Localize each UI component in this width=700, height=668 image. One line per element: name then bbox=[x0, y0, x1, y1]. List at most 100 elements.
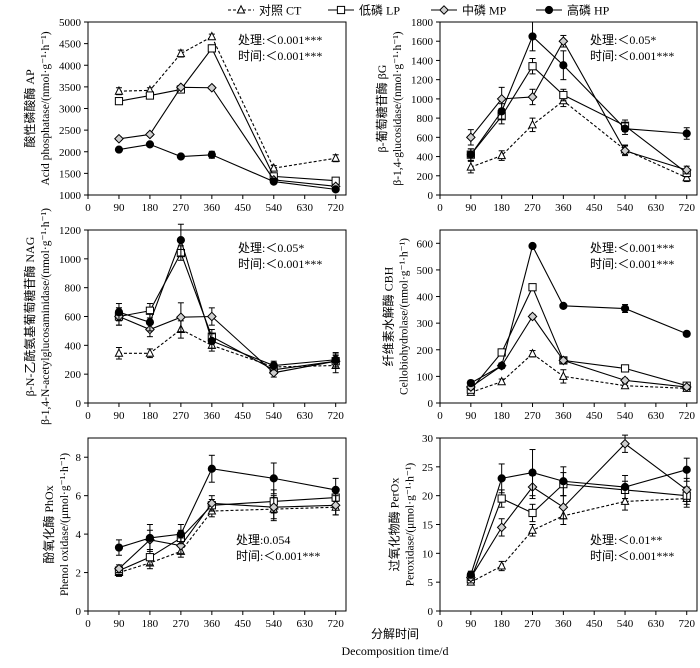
data-point bbox=[114, 85, 124, 95]
y-tick-label: 400 bbox=[417, 152, 434, 164]
y-tick-label: 800 bbox=[417, 113, 434, 125]
x-tick-label: 90 bbox=[113, 202, 125, 214]
legend-marker bbox=[544, 5, 554, 15]
x-axis-label-en: Decomposition time/d bbox=[342, 644, 449, 658]
series-line bbox=[470, 469, 687, 575]
stats-annotation: 处理:＜0.001*** bbox=[590, 241, 674, 255]
data-point bbox=[145, 533, 155, 543]
x-tick-label: 450 bbox=[586, 202, 603, 214]
y-tick-label: 1400 bbox=[411, 55, 434, 67]
data-point bbox=[527, 311, 538, 322]
legend-item: 高磷 HP bbox=[536, 3, 610, 18]
y-tick-label: 0 bbox=[428, 398, 434, 410]
data-point bbox=[558, 502, 569, 513]
y-tick-label: 1200 bbox=[411, 75, 434, 87]
chart-panel: 0 90 180 270 360 450 540 630 720 0 2 4 6 8 酚氧化酶 PhOx Ph… bbox=[41, 437, 347, 630]
y-tick-label: 1500 bbox=[59, 168, 82, 180]
y-axis-label-en: Phenol oxidase/(μmol·g⁻¹·h⁻¹) bbox=[59, 453, 71, 596]
x-tick-label: 270 bbox=[173, 618, 190, 630]
data-point bbox=[559, 301, 568, 310]
stats-annotation: 时间:＜0.001*** bbox=[238, 49, 322, 63]
data-point bbox=[559, 61, 568, 70]
data-point bbox=[331, 185, 340, 194]
plot-frame bbox=[439, 229, 698, 404]
data-point bbox=[268, 502, 279, 513]
y-tick-label: 200 bbox=[417, 171, 434, 183]
series-line bbox=[470, 35, 687, 155]
data-point bbox=[681, 165, 692, 175]
stats-annotation: 时间:＜0.001*** bbox=[590, 49, 674, 63]
y-axis-label-cn: 酸性磷酸酶 AP bbox=[22, 69, 37, 148]
data-point bbox=[681, 484, 692, 495]
legend-label: 高磷 HP bbox=[567, 3, 610, 18]
x-tick-label: 540 bbox=[266, 202, 283, 214]
y-tick-label: 30 bbox=[422, 433, 434, 445]
x-tick-label: 0 bbox=[437, 618, 443, 630]
y-axis-label-cn: 酚氧化酶 PhOx bbox=[41, 485, 56, 563]
stats-annotation: 处理:＜0.05* bbox=[590, 33, 656, 47]
data-point bbox=[497, 560, 507, 570]
x-tick-label: 0 bbox=[437, 202, 443, 214]
series-line bbox=[118, 497, 336, 572]
data-point bbox=[206, 311, 217, 322]
data-point bbox=[620, 438, 630, 449]
x-tick-label: 450 bbox=[235, 202, 252, 214]
data-point bbox=[558, 371, 568, 380]
stats-annotation: 处理:＜0.001*** bbox=[238, 33, 322, 47]
plot-frame bbox=[87, 437, 347, 612]
data-point bbox=[620, 124, 630, 133]
y-axis-label-cn: 过氧化物酶 PerOx bbox=[387, 478, 402, 572]
x-tick-label: 540 bbox=[266, 410, 283, 422]
y-tick-label: 2 bbox=[76, 568, 82, 580]
x-tick-label: 270 bbox=[173, 410, 190, 422]
data-series bbox=[114, 140, 340, 194]
y-tick-label: 800 bbox=[65, 283, 82, 295]
x-tick-label: 180 bbox=[493, 618, 510, 630]
data-series bbox=[466, 449, 691, 579]
data-point bbox=[528, 508, 537, 518]
data-series bbox=[466, 283, 691, 394]
data-point bbox=[331, 152, 341, 162]
x-tick-label: 0 bbox=[85, 618, 91, 630]
chart-panel: 0 90 180 270 360 450 540 630 720 1000 1500 2000 2500… bbox=[22, 17, 347, 214]
data-point bbox=[497, 376, 507, 386]
y-tick-label: 6 bbox=[76, 491, 82, 503]
data-point bbox=[620, 145, 630, 156]
y-tick-label: 2500 bbox=[59, 125, 82, 137]
data-point bbox=[206, 498, 217, 509]
data-point bbox=[682, 465, 691, 474]
x-tick-label: 720 bbox=[678, 410, 695, 422]
data-point bbox=[528, 524, 537, 534]
legend-marker bbox=[236, 4, 246, 14]
stats-annotation: 时间:＜0.001*** bbox=[236, 549, 320, 563]
series-line bbox=[470, 315, 687, 388]
x-tick-label: 630 bbox=[648, 202, 665, 214]
y-tick-label: 0 bbox=[76, 606, 82, 618]
series-line bbox=[118, 251, 336, 371]
x-tick-label: 720 bbox=[678, 202, 695, 214]
data-point bbox=[114, 145, 124, 154]
plot-frame bbox=[87, 229, 347, 404]
data-point bbox=[145, 553, 155, 562]
x-tick-label: 90 bbox=[113, 410, 125, 422]
data-series bbox=[114, 454, 340, 556]
x-tick-label: 450 bbox=[235, 410, 252, 422]
data-point bbox=[176, 152, 185, 161]
plot-frame bbox=[439, 437, 698, 612]
x-tick-label: 0 bbox=[85, 410, 91, 422]
data-point bbox=[620, 482, 630, 492]
x-tick-label: 180 bbox=[142, 410, 159, 422]
data-point bbox=[114, 563, 124, 574]
y-tick-label: 600 bbox=[417, 238, 434, 250]
y-axis-label-en: β-1,4-glucosidase/(nmol·g⁻¹·h⁻¹) bbox=[392, 31, 404, 185]
data-point bbox=[528, 241, 537, 251]
x-tick-label: 540 bbox=[617, 410, 634, 422]
y-tick-label: 3000 bbox=[59, 104, 82, 116]
x-tick-label: 630 bbox=[296, 618, 313, 630]
x-tick-label: 360 bbox=[204, 202, 221, 214]
data-point bbox=[559, 477, 568, 486]
x-tick-label: 90 bbox=[465, 618, 477, 630]
data-point bbox=[145, 129, 155, 140]
data-point bbox=[620, 364, 630, 373]
data-point bbox=[559, 90, 568, 100]
